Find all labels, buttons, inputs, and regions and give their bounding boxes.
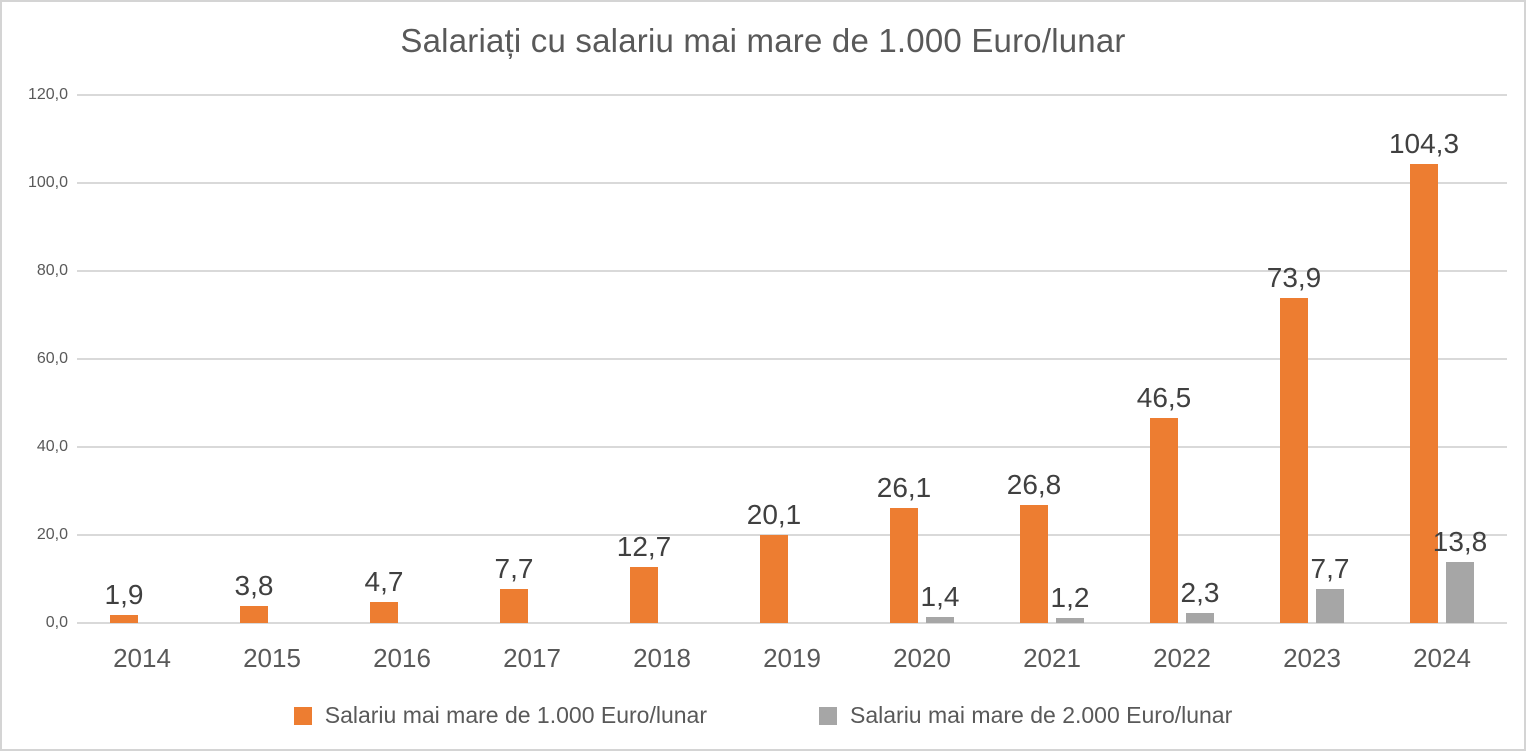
x-axis-category-label: 2014 bbox=[113, 643, 171, 673]
bar-series1 bbox=[240, 606, 268, 623]
x-axis-category-label: 2018 bbox=[633, 643, 691, 673]
y-axis-tick-label: 100,0 bbox=[27, 174, 68, 191]
bar-value-label: 26,1 bbox=[876, 472, 932, 504]
x-axis-line bbox=[77, 622, 1507, 624]
legend-marker-series1-icon bbox=[293, 706, 312, 725]
y-axis-tick-label: 20,0 bbox=[36, 526, 68, 543]
bar-value-label: 26,8 bbox=[1006, 469, 1062, 501]
bar-value-label: 73,9 bbox=[1266, 261, 1322, 293]
bar-value-label: 4,7 bbox=[364, 566, 404, 598]
bar-value-label: 2,3 bbox=[1180, 576, 1220, 608]
bar-value-label: 13,8 bbox=[1432, 526, 1488, 558]
bar-value-label: 12,7 bbox=[616, 531, 672, 563]
x-axis-category-label: 2024 bbox=[1413, 643, 1471, 673]
chart-title: Salariați cu salariu mai mare de 1.000 E… bbox=[400, 22, 1126, 59]
bar-value-label: 1,9 bbox=[104, 578, 144, 610]
y-axis-tick-label: 0,0 bbox=[45, 614, 68, 631]
x-axis-category-label: 2020 bbox=[893, 643, 951, 673]
gridline bbox=[77, 270, 1507, 272]
legend-item-series2: Salariu mai mare de 2.000 Euro/lunar bbox=[819, 702, 1232, 729]
x-axis-category-label: 2022 bbox=[1153, 643, 1211, 673]
bar-series2 bbox=[1316, 589, 1344, 623]
x-axis-category-label: 2016 bbox=[373, 643, 431, 673]
bar-value-label: 1,2 bbox=[1050, 581, 1090, 613]
x-axis-category-label: 2021 bbox=[1023, 643, 1081, 673]
bar-series2 bbox=[926, 616, 954, 623]
bar-series1 bbox=[370, 602, 398, 623]
bar-value-label: 104,3 bbox=[1388, 128, 1460, 160]
x-axis-category-label: 2019 bbox=[763, 643, 821, 673]
legend-marker-series2-icon bbox=[819, 706, 837, 725]
bar-series1 bbox=[1280, 297, 1308, 623]
legend-item-series1: Salariu mai mare de 1.000 Euro/lunar bbox=[293, 702, 707, 729]
bar-series1 bbox=[760, 534, 788, 623]
legend: Salariu mai mare de 1.000 Euro/lunar Sal… bbox=[2, 702, 1524, 729]
x-axis-category-label: 2017 bbox=[503, 643, 561, 673]
x-axis-category-label: 2023 bbox=[1283, 643, 1341, 673]
bar-series1 bbox=[1150, 418, 1178, 623]
y-axis-tick-label: 120,0 bbox=[27, 86, 68, 103]
bar-value-label: 7,7 bbox=[1310, 553, 1350, 585]
bar-series1 bbox=[1020, 505, 1048, 623]
gridline bbox=[77, 94, 1507, 96]
bar-value-label: 3,8 bbox=[234, 570, 274, 602]
y-axis-tick-label: 40,0 bbox=[36, 438, 68, 455]
bar-series2 bbox=[1446, 562, 1474, 623]
bar-value-label: 7,7 bbox=[494, 553, 534, 585]
bar-value-label: 20,1 bbox=[746, 498, 802, 530]
bar-value-label: 1,4 bbox=[920, 580, 960, 612]
y-axis-tick-label: 80,0 bbox=[36, 262, 68, 279]
bar-series1 bbox=[890, 508, 918, 623]
gridline bbox=[77, 534, 1507, 536]
legend-label-series2: Salariu mai mare de 2.000 Euro/lunar bbox=[850, 702, 1233, 728]
gridline bbox=[77, 182, 1507, 184]
x-axis-category-label: 2015 bbox=[243, 643, 301, 673]
bar-series1 bbox=[1410, 164, 1438, 623]
bar-series1 bbox=[500, 589, 528, 623]
legend-label-series1: Salariu mai mare de 1.000 Euro/lunar bbox=[324, 702, 707, 728]
y-axis-tick-label: 60,0 bbox=[36, 350, 68, 367]
gridline bbox=[77, 358, 1507, 360]
bar-series1 bbox=[630, 567, 658, 623]
gridline bbox=[77, 446, 1507, 448]
bar-series2 bbox=[1186, 612, 1214, 623]
bar-value-label: 46,5 bbox=[1136, 382, 1192, 414]
bar-series1 bbox=[110, 614, 138, 623]
bar-series2 bbox=[1056, 617, 1084, 623]
